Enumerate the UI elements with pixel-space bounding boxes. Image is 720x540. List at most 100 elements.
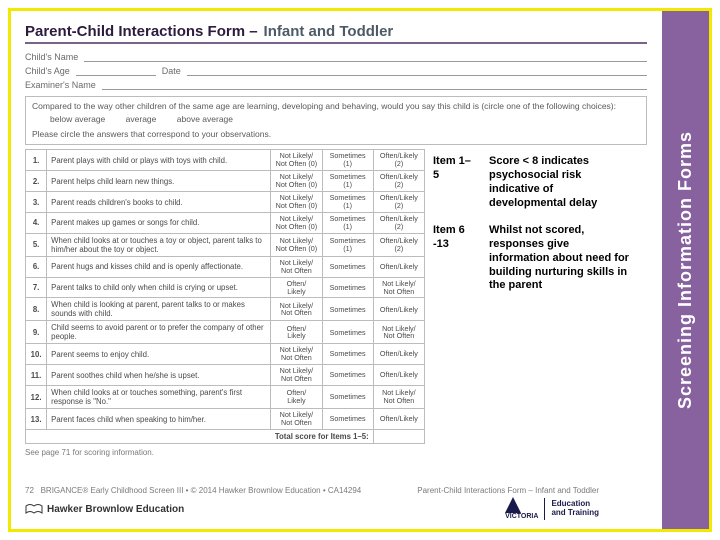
item-desc: Parent reads children's books to child. [47,192,271,213]
book-icon [25,502,43,516]
table-row: 12.When child looks at or touches someth… [26,386,425,409]
child-name-label: Child's Name [25,52,78,62]
callout-2: Item 6 -13 Whilst not scored, responses … [433,224,629,293]
child-age-blank [76,66,156,76]
table-row: 10.Parent seems to enjoy child.Not Likel… [26,344,425,365]
item-opt-c: Not Likely/Not Often [373,277,424,298]
item-opt-c: Often/Likely(2) [373,212,424,233]
item-desc: When child looks at or touches something… [47,386,271,409]
victoria-logo: VICTORIA Education and Training [505,497,599,521]
item-num: 6. [26,256,47,277]
item-num: 13. [26,409,47,430]
item-opt-a: Not Likely/Not Often (0) [271,212,322,233]
item-opt-b: Sometimes [322,344,373,365]
instruction-line1: Compared to the way other children of th… [32,101,640,112]
item-opt-a: Not Likely/Not Often [271,365,322,386]
item-opt-c: Often/Likely(2) [373,171,424,192]
date-label: Date [162,66,181,76]
item-opt-b: Sometimes [322,365,373,386]
item-desc: Parent makes up games or songs for child… [47,212,271,233]
item-opt-c: Often/Likely(2) [373,192,424,213]
title-main: Parent-Child Interactions Form – [25,23,258,40]
callout-2-label: Item 6 -13 [433,224,479,252]
table-row: 11.Parent soothes child when he/she is u… [26,365,425,386]
slide-frame: Parent-Child Interactions Form – Infant … [8,8,712,532]
item-opt-a: Not Likely/Not Often (0) [271,171,322,192]
item-desc: Parent hugs and kisses child and is open… [47,256,271,277]
item-opt-a: Often/Likely [271,386,322,409]
slide-footer: Hawker Brownlow Education VICTORIA Educa… [25,497,599,521]
total-cell [373,430,424,444]
item-opt-b: Sometimes(1) [322,192,373,213]
callout-1-text: Score < 8 indicates psychosocial risk in… [489,155,629,210]
instruction-line2: Please circle the answers that correspon… [32,129,640,140]
examiner-label: Examiner's Name [25,80,96,90]
table-row: 4.Parent makes up games or songs for chi… [26,212,425,233]
vic-divider [544,498,545,520]
title-sub: Infant and Toddler [264,23,394,40]
item-opt-c: Often/Likely [373,256,424,277]
item-opt-c: Often/Likely(2) [373,150,424,171]
scoring-note: See page 71 for scoring information. [25,448,647,457]
callout-2-text: Whilst not scored, responses give inform… [489,224,629,293]
side-tab: Screening Information Forms [661,11,709,529]
item-desc: When child looks at or touches a toy or … [47,233,271,256]
table-row: 7.Parent talks to child only when child … [26,277,425,298]
item-opt-b: Sometimes(1) [322,150,373,171]
item-num: 4. [26,212,47,233]
edu-label: Education and Training [551,500,599,518]
total-row: Total score for Items 1–5: [26,430,425,444]
opt-avg: average [126,114,157,124]
item-opt-b: Sometimes [322,256,373,277]
form-title: Parent-Child Interactions Form – Infant … [25,23,647,44]
table-row: 5.When child looks at or touches a toy o… [26,233,425,256]
footer-right: Parent-Child Interactions Form – Infant … [417,486,599,495]
table-row: 6.Parent hugs and kisses child and is op… [26,256,425,277]
item-opt-c: Not Likely/Not Often [373,386,424,409]
item-opt-b: Sometimes(1) [322,171,373,192]
item-opt-a: Not Likely/Not Often (0) [271,192,322,213]
item-desc: Parent helps child learn new things. [47,171,271,192]
item-num: 9. [26,321,47,344]
form-content: Parent-Child Interactions Form – Infant … [11,11,661,529]
item-opt-c: Often/Likely(2) [373,233,424,256]
item-opt-a: Not Likely/Not Often [271,409,322,430]
item-opt-a: Not Likely/Not Often (0) [271,233,322,256]
item-opt-c: Often/Likely [373,298,424,321]
callout-1-label: Item 1– 5 [433,155,479,183]
callouts-column: Item 1– 5 Score < 8 indicates psychosoci… [433,155,629,293]
item-opt-a: Not Likely/Not Often [271,256,322,277]
item-num: 5. [26,233,47,256]
item-opt-b: Sometimes [322,298,373,321]
table-row: 3.Parent reads children's books to child… [26,192,425,213]
item-desc: Parent seems to enjoy child. [47,344,271,365]
item-desc: Parent talks to child only when child is… [47,277,271,298]
instruction-box: Compared to the way other children of th… [25,96,647,145]
rating-options: below average average above average [50,114,640,125]
items-table: 1.Parent plays with child or plays with … [25,149,425,444]
item-num: 10. [26,344,47,365]
item-desc: Parent soothes child when he/she is upse… [47,365,271,386]
item-num: 3. [26,192,47,213]
item-num: 2. [26,171,47,192]
vic-triangle-icon [505,497,521,513]
item-opt-b: Sometimes(1) [322,212,373,233]
child-age-label: Child's Age [25,66,70,76]
examiner-blank [102,80,647,90]
item-opt-c: Often/Likely [373,409,424,430]
item-opt-a: Not Likely/Not Often [271,344,322,365]
form-footer: 72 BRIGANCE® Early Childhood Screen III … [25,486,599,495]
item-opt-a: Often/Likely [271,321,322,344]
callout-1: Item 1– 5 Score < 8 indicates psychosoci… [433,155,629,210]
item-desc: Parent faces child when speaking to him/… [47,409,271,430]
table-row: 8.When child is looking at parent, paren… [26,298,425,321]
table-row: 1.Parent plays with child or plays with … [26,150,425,171]
item-opt-b: Sometimes [322,386,373,409]
item-num: 8. [26,298,47,321]
item-opt-c: Often/Likely [373,344,424,365]
item-opt-b: Sometimes [322,409,373,430]
date-blank [187,66,647,76]
item-desc: Parent plays with child or plays with to… [47,150,271,171]
table-row: 9.Child seems to avoid parent or to pref… [26,321,425,344]
item-num: 1. [26,150,47,171]
